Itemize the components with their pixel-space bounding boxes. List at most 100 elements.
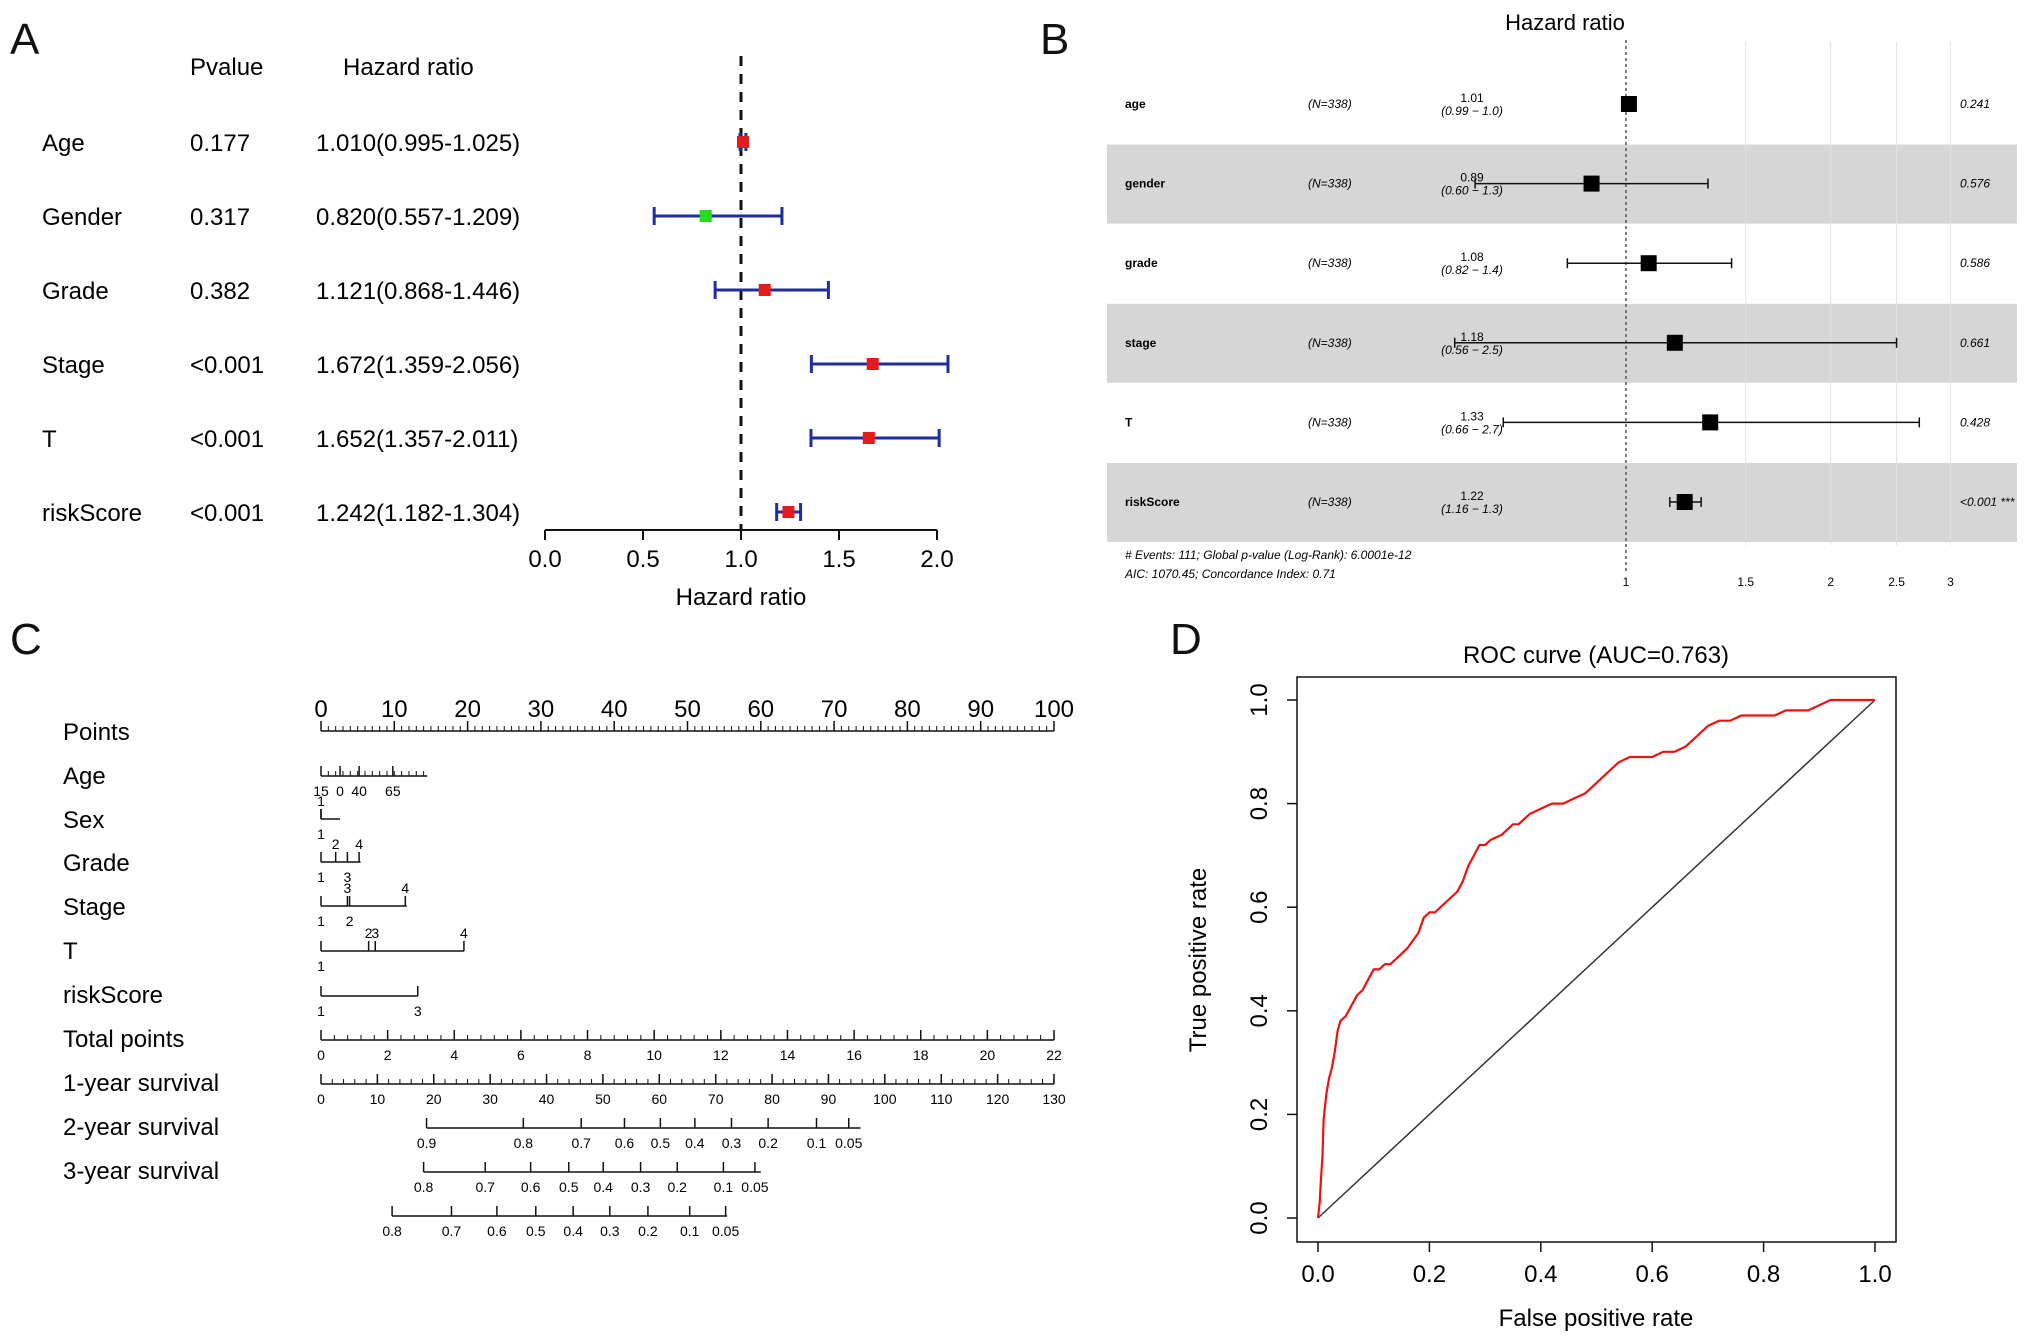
hr-point [758,284,771,296]
x-tick-label: 1 [1623,575,1630,589]
nomogram-tick-label: 0.2 [758,1135,778,1151]
panel-a-forest-plot: Pvalue Hazard ratio Age 0.177 1.010(0.995-1.… [42,54,954,611]
nomogram-tick-label: 0.05 [835,1135,862,1151]
row-pvalue: 0.317 [190,204,250,231]
x-tick-label: 1.5 [1737,575,1754,589]
hr-point [1666,334,1683,351]
footer-events: # Events: 111; Global p-value (Log-Rank)… [1125,548,1412,562]
nomogram-tick-label: 50 [595,1091,611,1107]
y-tick-label: 0.4 [1246,994,1273,1027]
row-ci-label: (0.66 − 2.7) [1441,422,1503,436]
row-name: riskScore [42,500,142,527]
nomogram-tick-label: 40 [539,1091,555,1107]
row-name: T [42,426,57,453]
row-n: (N=338) [1308,177,1352,191]
row-pvalue: 0.428 [1960,415,1990,429]
row-pvalue: <0.001 [190,352,264,379]
nomogram-tick-label: 0.3 [600,1223,620,1239]
row-hr-label: 0.89 [1460,171,1484,185]
nomogram-tick-label: 70 [708,1091,724,1107]
nomogram-tick-label: 40 [601,696,628,723]
nomogram-tick-label: 10 [370,1091,386,1107]
hr-point [1620,96,1637,112]
nomogram-tick-label: 0.1 [714,1179,734,1195]
roc-title: ROC curve (AUC=0.763) [1463,642,1729,669]
hr-header: Hazard ratio [343,54,474,81]
row-hr-text: 1.242(1.182-1.304) [316,500,520,527]
nomogram-tick-label: 4 [450,1047,458,1063]
nomogram-tick-label: 2 [365,925,373,941]
nomogram-tick-label: 1 [317,913,325,929]
x-tick-label: 0.5 [626,546,659,573]
row-n: (N=338) [1308,256,1352,270]
row-name: riskScore [1125,495,1180,509]
plot-frame [1296,676,1897,1243]
nomogram-tick-label: 100 [873,1091,897,1107]
nomogram-tick-label: 0.4 [685,1135,705,1151]
row-pvalue: <0.001 *** [1960,495,2015,509]
row-pvalue: <0.001 [190,500,264,527]
nomogram-tick-label: 0.8 [514,1135,534,1151]
nomogram-tick-label: 0 [336,783,344,799]
row-pvalue: 0.661 [1960,336,1990,350]
nomogram-tick-label: 0.8 [414,1179,434,1195]
row-name: gender [1125,177,1165,191]
row-ci-label: (0.82 − 1.4) [1441,263,1503,277]
x-tick-label: 2.0 [920,546,953,573]
nomogram-tick-label: 2 [346,913,354,929]
nomogram-row-label: Age [63,763,106,790]
nomogram-row-label: Sex [63,807,104,834]
nomogram-tick-label: 0.4 [593,1179,613,1195]
nomogram-row-label: 2-year survival [63,1114,219,1141]
nomogram-row-label: Points [63,719,130,746]
nomogram-tick-label: 0.4 [563,1223,583,1239]
nomogram-tick-label: 1 [317,1003,325,1019]
nomogram-tick-label: 0.3 [722,1135,742,1151]
nomogram-tick-label: 22 [1046,1047,1062,1063]
nomogram-tick-label: 8 [584,1047,592,1063]
nomogram-tick-label: 0.6 [487,1223,507,1239]
row-hr-label: 1.08 [1460,250,1484,264]
row-hr-text: 1.121(0.868-1.446) [316,278,520,305]
row-name: Stage [42,352,105,379]
row-hr-label: 1.01 [1460,91,1484,105]
nomogram-tick-label: 0.7 [571,1135,591,1151]
nomogram-tick-label: 2 [332,836,340,852]
nomogram-tick-label: 60 [651,1091,667,1107]
row-n: (N=338) [1308,415,1352,429]
nomogram-tick-label: 14 [780,1047,796,1063]
nomogram-tick-label: 0.5 [559,1179,579,1195]
y-axis-title: True positive rate [1185,868,1212,1053]
row-ci-label: (1.16 − 1.3) [1441,502,1503,516]
row-name: Grade [42,278,109,305]
nomogram-tick-label: 70 [821,696,848,723]
y-tick-label: 0.0 [1246,1201,1273,1234]
nomogram-tick-label: 30 [528,696,555,723]
row-n: (N=338) [1308,336,1352,350]
x-tick-label: 0.0 [528,546,561,573]
panel-b-title: Hazard ratio [1505,10,1625,35]
row-pvalue: 0.241 [1960,97,1990,111]
y-tick-label: 0.6 [1246,891,1273,924]
nomogram-tick-label: 0.5 [651,1135,671,1151]
nomogram-row-label: 3-year survival [63,1158,219,1185]
diagonal-reference [1317,699,1876,1219]
row-hr-text: 1.652(1.357-2.011) [316,426,518,453]
nomogram-tick-label: 110 [930,1091,953,1107]
row-pvalue: 0.382 [190,278,250,305]
nomogram-tick-label: 0.6 [615,1135,635,1151]
nomogram-tick-label: 1 [317,826,325,842]
row-name: stage [1125,336,1157,350]
row-pvalue: 0.576 [1960,177,1990,191]
nomogram-tick-label: 80 [894,696,921,723]
panel-label-d: D [1170,615,1202,664]
hr-point [862,432,875,444]
nomogram-tick-label: 90 [967,696,994,723]
nomogram-tick-label: 100 [1034,696,1074,723]
row-ci-label: (0.56 − 2.5) [1441,343,1503,357]
nomogram-tick-label: 18 [913,1047,929,1063]
nomogram-tick-label: 3 [414,1003,422,1019]
row-pvalue: 0.586 [1960,256,1990,270]
nomogram-tick-label: 0.3 [631,1179,651,1195]
